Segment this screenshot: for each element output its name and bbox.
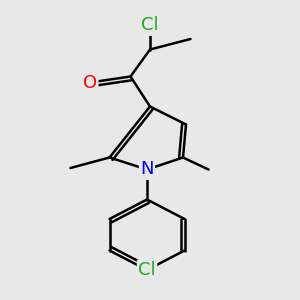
Text: Cl: Cl (141, 16, 159, 34)
Text: O: O (83, 74, 97, 92)
Text: N: N (140, 160, 154, 178)
Text: Cl: Cl (138, 261, 156, 279)
